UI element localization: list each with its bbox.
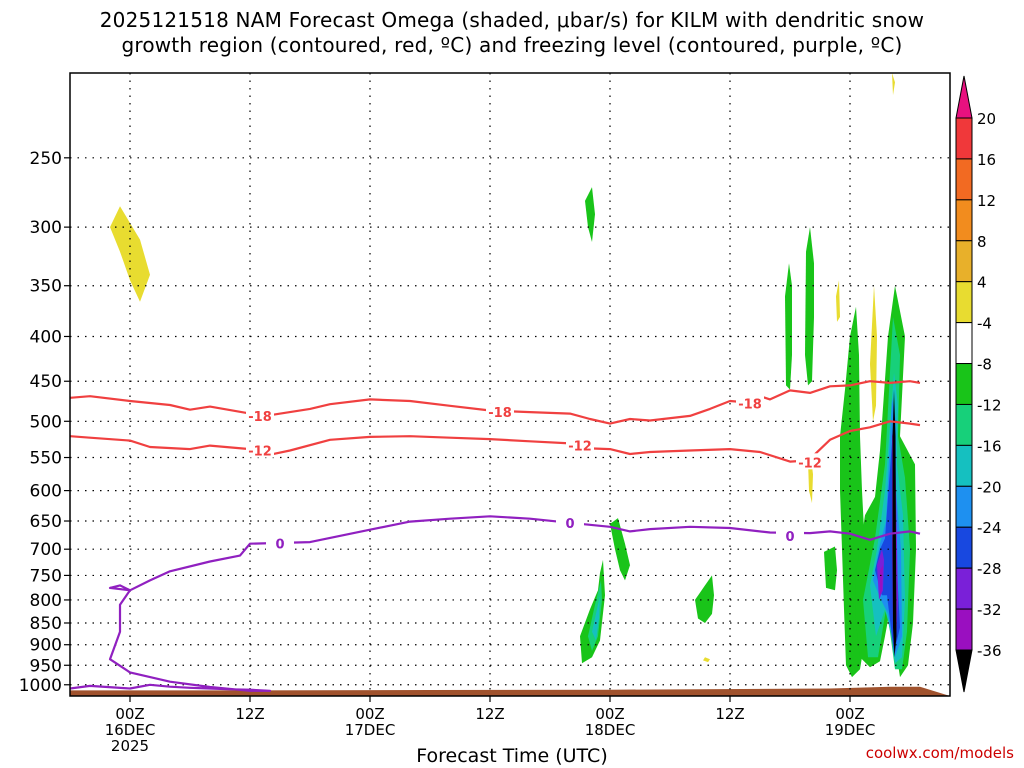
omega-region-1 [585, 187, 595, 242]
colorbar-label: 8 [977, 233, 987, 251]
contour-line--12 [70, 420, 921, 463]
y-tick-label: 300 [30, 218, 62, 238]
contour-label--12: -12 [568, 440, 592, 455]
omega-region-5 [610, 518, 630, 581]
colorbar-box [955, 281, 973, 324]
x-tick-label: 12Z [235, 705, 264, 723]
colorbar-label: -12 [977, 396, 1002, 414]
colorbar: 20 16 12 8 4 -4 -8 -12 -16 -20 -24 -28 -32 -36 [955, 75, 1002, 693]
colorbar-label: 12 [977, 192, 996, 210]
omega-region-8 [785, 263, 792, 390]
omega-region-12 [836, 280, 840, 322]
contour-label-0: 0 [565, 517, 574, 532]
colorbar-box [955, 403, 973, 446]
colorbar-label: -32 [977, 601, 1002, 619]
chart-title-line-1: 2025121518 NAM Forecast Omega (shaded, μ… [99, 8, 925, 32]
colorbar-triangle-bottom [955, 649, 973, 693]
colorbar-box [955, 117, 973, 160]
y-tick-label: 600 [30, 482, 62, 502]
credit-link[interactable]: coolwx.com/models [865, 744, 1014, 762]
x-axis-label: Forecast Time (UTC) [416, 745, 608, 767]
x-tick-label: 17DEC [345, 721, 396, 739]
x-tick-label: 00Z [835, 705, 864, 723]
colorbar-box [955, 240, 973, 283]
omega-region-9 [805, 227, 814, 386]
colorbar-label: -4 [977, 315, 992, 333]
x-tick-label: 2025 [111, 737, 149, 755]
x-tick-label: 19DEC [825, 721, 876, 739]
contour-label--18: -18 [738, 397, 762, 412]
y-tick-label: 450 [30, 372, 62, 392]
contour-label--12: -12 [798, 456, 822, 471]
colorbar-box [955, 567, 973, 610]
colorbar-label: -24 [977, 519, 1002, 537]
colorbar-triangle-top [955, 75, 973, 119]
y-tick-label: 900 [30, 636, 62, 656]
plot-frame [69, 72, 951, 697]
omega-region-4 [592, 595, 600, 641]
x-tick-label: 12Z [475, 705, 504, 723]
contour-label-0: 0 [275, 538, 284, 553]
contour-label--18: -18 [488, 406, 512, 421]
x-tick-label: 00Z [115, 705, 144, 723]
chart-title-line-2: growth region (contoured, red, ºC) and f… [121, 33, 903, 57]
y-tick-label: 500 [30, 412, 62, 432]
omega-region-24 [892, 73, 895, 96]
colorbar-label: 4 [977, 274, 987, 292]
colorbar-box [955, 485, 973, 528]
omega-region-22 [880, 565, 883, 596]
colorbar-label: -28 [977, 560, 1002, 578]
y-tick-label: 550 [30, 449, 62, 469]
x-tick-label: 16DEC [105, 721, 156, 739]
colorbar-box [955, 608, 973, 651]
y-tick-label: 250 [30, 149, 62, 169]
contour-label-0: 0 [785, 530, 794, 545]
colorbar-box [955, 158, 973, 201]
omega-region-6 [703, 657, 710, 663]
terrain-band [70, 686, 950, 696]
y-tick-label: 700 [30, 540, 62, 560]
colorbar-label: 16 [977, 151, 996, 169]
plot-area: -18 -18 -18 -12 -12 -12 0 0 0 [70, 73, 950, 696]
omega-region-3 [588, 580, 602, 651]
y-tick-label: 350 [30, 277, 62, 297]
omega-region-7 [695, 575, 714, 623]
contour-line--18 [70, 380, 921, 425]
y-tick-label: 800 [30, 591, 62, 611]
x-tick-label: 00Z [355, 705, 384, 723]
colorbar-label: 20 [977, 110, 996, 128]
x-tick-label: 12Z [715, 705, 744, 723]
colorbar-box [955, 444, 973, 487]
y-tick-label: 850 [30, 614, 62, 634]
y-tick-label: 750 [30, 566, 62, 586]
y-tick-label: 650 [30, 512, 62, 532]
omega-region-2 [580, 559, 605, 664]
colorbar-box [955, 199, 973, 242]
colorbar-label: -8 [977, 356, 992, 374]
omega-region-14 [870, 285, 877, 422]
colorbar-box [955, 322, 973, 365]
colorbar-label: -36 [977, 642, 1002, 660]
y-tick-label: 400 [30, 327, 62, 347]
omega-region-11 [824, 546, 837, 591]
contour-line-0 [70, 515, 921, 692]
y-tick-label: 1000 [19, 676, 62, 696]
contour-label--18: -18 [248, 410, 272, 425]
contour-label--12: -12 [248, 445, 272, 460]
omega-region-23 [892, 389, 897, 658]
colorbar-label: -20 [977, 478, 1002, 496]
y-tick-label: 950 [30, 656, 62, 676]
colorbar-box [955, 526, 973, 569]
x-tick-label: 00Z [595, 705, 624, 723]
x-tick-label: 18DEC [585, 721, 636, 739]
colorbar-label: -16 [977, 437, 1002, 455]
colorbar-box [955, 363, 973, 405]
